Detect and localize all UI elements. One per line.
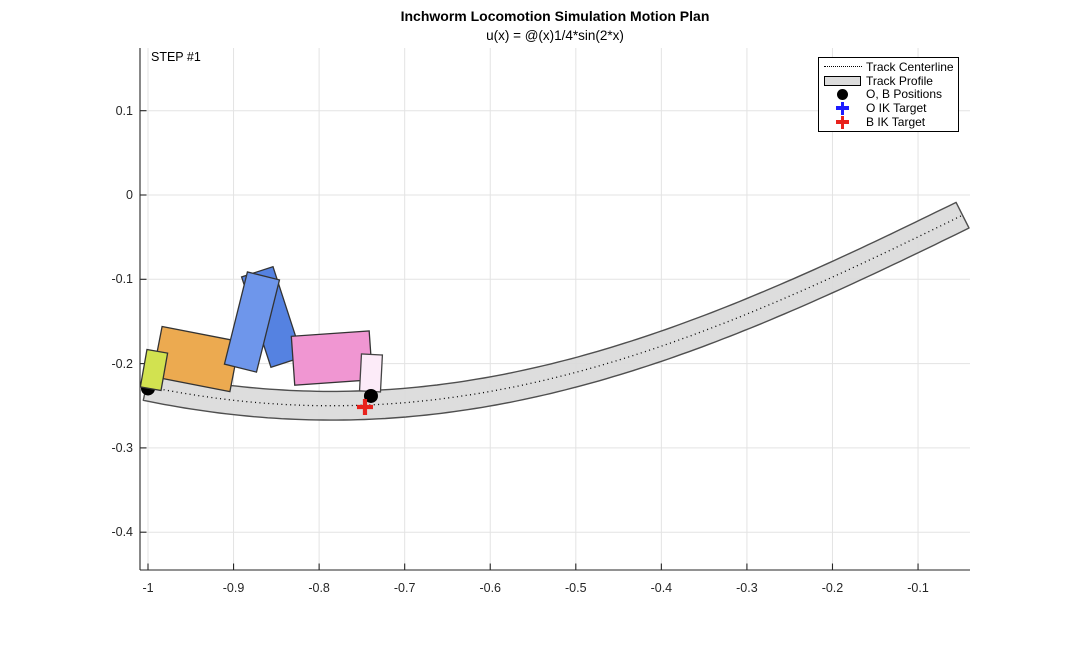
x-tick-label: -0.3: [736, 581, 758, 595]
legend-item-track-centerline: Track Centerline: [819, 60, 958, 74]
position-dot-swatch: [837, 88, 848, 100]
x-tick-label: -0.9: [222, 581, 245, 595]
chart-subtitle: u(x) = @(x)1/4*sin(2*x): [486, 28, 624, 43]
robot-layer: [140, 265, 384, 393]
B-ik-target: [356, 399, 373, 416]
x-tick-label: -0.2: [821, 581, 844, 595]
x-tick-label: -1: [142, 581, 154, 595]
legend-item-positions: O, B Positions: [819, 87, 958, 102]
x-tick-label: -0.6: [479, 581, 501, 595]
track-profile-swatch: [824, 75, 861, 86]
x-tick-label: -0.7: [393, 581, 416, 595]
legend-label: B IK Target: [866, 115, 926, 130]
track-band: [142, 201, 970, 421]
legend-item-track-profile: Track Profile: [819, 74, 958, 88]
dotted-line-swatch: [823, 66, 862, 68]
b-ik-plus-swatch: [836, 115, 849, 129]
robot-link-mid-link-left-blue: [223, 271, 281, 373]
step-annotation: STEP #1: [151, 50, 201, 64]
robot-link-front-foot-pale: [358, 353, 384, 393]
y-tick-label: -0.3: [111, 440, 133, 455]
chart-title: Inchworm Locomotion Simulation Motion Pl…: [400, 8, 710, 24]
x-tick-label: -0.5: [565, 581, 587, 595]
marker-layer: [356, 388, 378, 416]
x-tick-label: -0.8: [308, 581, 330, 595]
legend-label: Track Profile: [866, 73, 933, 88]
o-ik-plus-swatch: [836, 101, 849, 115]
y-tick-label: -0.2: [111, 356, 133, 371]
y-tick-label: 0.1: [115, 103, 133, 118]
y-tick-label: 0: [126, 188, 133, 202]
B-position-dot: [363, 388, 378, 403]
x-tick-label: -0.4: [650, 581, 673, 595]
legend-item-b-ik-target: B IK Target: [819, 115, 958, 129]
legend: Track Centerline Track Profile O, B Posi…: [818, 57, 959, 132]
y-tick-label: -0.4: [111, 525, 133, 540]
legend-label: O, B Positions: [866, 87, 943, 102]
axes-layer: [139, 48, 970, 571]
legend-label: Track Centerline: [866, 59, 954, 74]
track-centerline: [146, 214, 963, 407]
robot-link-rear-foot-yellow: [140, 348, 169, 392]
legend-label: O IK Target: [866, 101, 927, 116]
legend-item-o-ik-target: O IK Target: [819, 101, 958, 115]
y-tick-label: -0.1: [111, 272, 133, 287]
x-tick-label: -0.1: [907, 581, 929, 595]
